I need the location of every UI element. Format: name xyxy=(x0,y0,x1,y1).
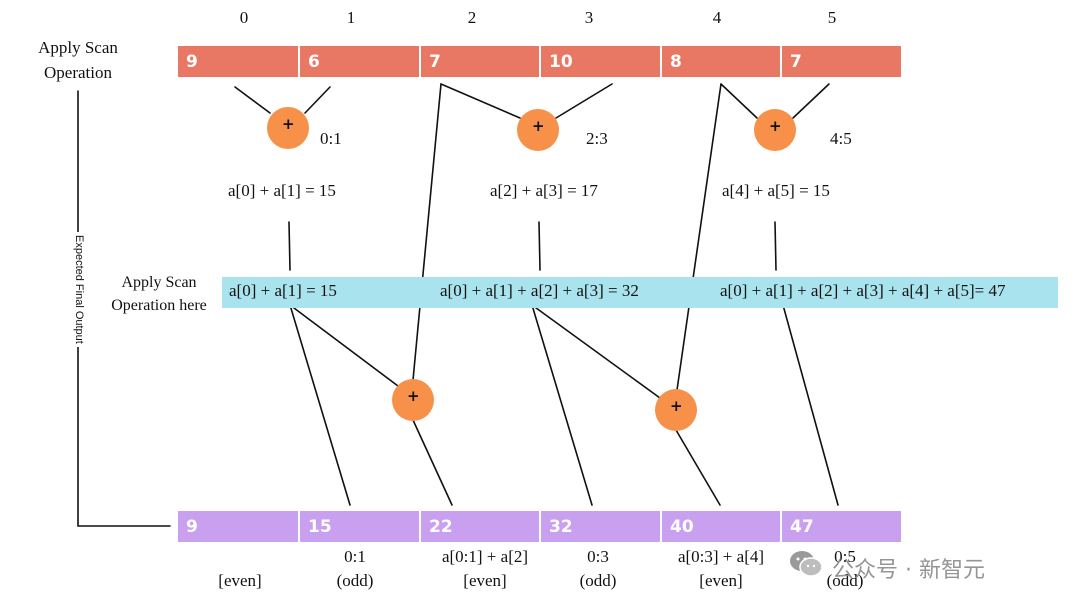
scan-result-2: a[0] + a[1] + a[2] + a[3] = 32 xyxy=(440,281,639,300)
line-sum1-scan xyxy=(288,221,291,271)
input-cell-2: 7 xyxy=(419,46,539,77)
line-in0-op1 xyxy=(234,86,271,114)
line-in4-op5 xyxy=(676,83,722,391)
wechat-icon xyxy=(788,549,824,579)
output-cell-2: 22 xyxy=(419,511,539,542)
output-label-2-line1: a[0:1] + a[2] xyxy=(441,547,529,566)
operator-plus-2: + xyxy=(532,117,545,135)
line-in1-op1 xyxy=(304,86,331,114)
output-label-2-line2: [even] xyxy=(463,571,507,590)
output-label-5-line1: 0:5 xyxy=(834,547,856,566)
pair-range-4-5: 4:5 xyxy=(830,129,852,148)
apply-scan-here-label: Apply Scan Operation here xyxy=(111,274,207,314)
output-label-5: 0:5 (odd) xyxy=(805,545,885,593)
apply-scan-label: Apply Scan Operation xyxy=(38,38,118,82)
output-label-4-line1: a[0:3] + a[4] xyxy=(677,547,765,566)
watermark-text: 公众号 · 新智元 xyxy=(832,558,985,583)
output-label-4: a[0:3] + a[4] [even] xyxy=(661,545,781,593)
output-array-row: 9 15 22 32 40 47 xyxy=(178,511,901,542)
output-cell-1: 15 xyxy=(298,511,419,542)
output-label-3-line2: (odd) xyxy=(579,571,617,590)
pair-range-2-3: 2:3 xyxy=(586,129,608,148)
output-label-0: [even] xyxy=(200,545,280,593)
expected-output-label: Expected Final Output xyxy=(73,232,85,347)
output-label-0-line1 xyxy=(200,545,280,569)
line-scan2-out3 xyxy=(531,304,593,506)
line-scan1-op4 xyxy=(289,304,399,387)
output-label-1-line1: 0:1 xyxy=(344,547,366,566)
input-cell-1: 6 xyxy=(298,46,419,77)
output-label-2: a[0:1] + a[2] [even] xyxy=(425,545,545,593)
column-index-4: 4 xyxy=(712,8,722,27)
output-cell-0: 9 xyxy=(186,516,198,537)
pair-sum-1: a[0] + a[1] = 15 xyxy=(228,181,336,200)
output-label-1: 0:1 (odd) xyxy=(315,545,395,593)
pair-range-0-1: 0:1 xyxy=(320,129,342,148)
operator-circle-4 xyxy=(392,379,434,421)
output-label-4-line2: [even] xyxy=(699,571,743,590)
line-scan2-op5 xyxy=(531,304,661,399)
column-index-3: 3 xyxy=(584,8,594,27)
line-in4-op3 xyxy=(720,83,758,119)
column-index-0: 0 xyxy=(239,8,249,27)
operator-plus-3: + xyxy=(769,117,782,135)
input-array-row: 9 6 7 10 8 7 xyxy=(178,46,901,77)
input-cell-4: 8 xyxy=(660,46,780,77)
output-label-1-line2: (odd) xyxy=(336,571,374,590)
scan-result-3: a[0] + a[1] + a[2] + a[3] + a[4] + a[5]=… xyxy=(720,281,1006,300)
column-index-5: 5 xyxy=(827,8,837,27)
scan-band xyxy=(222,277,1058,308)
output-label-5-line2: (odd) xyxy=(826,571,864,590)
output-label-0-line2: [even] xyxy=(218,571,262,590)
operator-circle-5 xyxy=(655,389,697,431)
output-cell-3: 32 xyxy=(539,511,660,542)
line-in3-op2 xyxy=(555,83,613,119)
operator-circle-2 xyxy=(517,109,559,151)
operator-circle-3 xyxy=(754,109,796,151)
scan-result-1: a[0] + a[1] = 15 xyxy=(229,281,337,300)
input-cell-3: 10 xyxy=(539,46,660,77)
column-index-1: 1 xyxy=(346,8,356,27)
line-scan3-out5 xyxy=(782,304,839,506)
output-label-3-line1: 0:3 xyxy=(587,547,609,566)
line-sum2-scan xyxy=(538,221,541,271)
line-scan1-out1 xyxy=(289,304,351,506)
output-cell-4: 40 xyxy=(660,511,780,542)
operator-circle-1 xyxy=(267,107,309,149)
operator-plus-4: + xyxy=(407,387,420,405)
line-in5-op3 xyxy=(792,83,830,119)
operator-plus-1: + xyxy=(282,115,295,133)
line-in2-op2 xyxy=(440,83,521,119)
operator-plus-5: + xyxy=(670,397,683,415)
output-cell-5: 47 xyxy=(780,511,901,542)
line-op4-out2 xyxy=(412,419,453,506)
pair-sum-3: a[4] + a[5] = 15 xyxy=(722,181,830,200)
column-index-2: 2 xyxy=(467,8,477,27)
pair-sum-2: a[2] + a[3] = 17 xyxy=(490,181,598,200)
output-label-3: 0:3 (odd) xyxy=(558,545,638,593)
line-op5-out4 xyxy=(675,429,721,506)
line-sum3-scan xyxy=(774,221,777,271)
input-cell-0: 9 xyxy=(186,51,198,72)
input-cell-5: 7 xyxy=(780,46,901,77)
line-in2-op4 xyxy=(412,83,442,381)
